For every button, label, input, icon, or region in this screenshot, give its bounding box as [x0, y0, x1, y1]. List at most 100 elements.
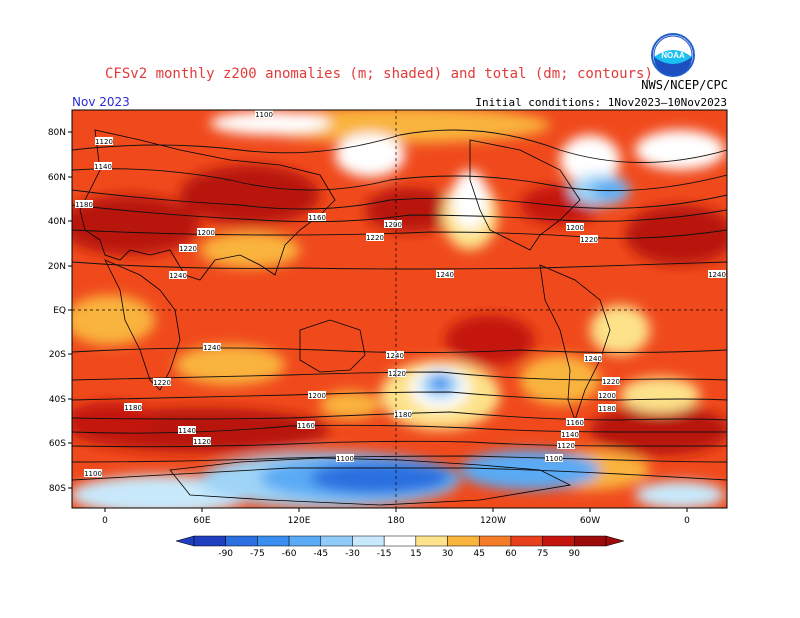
svg-text:1100: 1100 [336, 455, 354, 463]
svg-text:1180: 1180 [394, 411, 412, 419]
svg-text:1220: 1220 [153, 379, 171, 387]
colorbar-tick-label: 30 [442, 549, 454, 559]
contour-label-1220: 1220 [388, 369, 406, 378]
contour-label-1120: 1120 [95, 137, 113, 146]
contour-label-1240: 1240 [436, 270, 454, 279]
colorbar-right-arrow [605, 535, 625, 547]
svg-text:1200: 1200 [566, 224, 584, 232]
svg-text:1240: 1240 [386, 352, 404, 360]
contour-label-1220: 1220 [580, 235, 598, 244]
contour-label-1220: 1220 [179, 244, 197, 253]
colorbar-swatch [320, 535, 353, 547]
svg-text:1160: 1160 [566, 419, 584, 427]
colorbar-swatch [447, 535, 480, 547]
lon-label: 120W [480, 516, 506, 526]
svg-text:1200: 1200 [308, 392, 326, 400]
coastlines [79, 129, 611, 506]
contour-label-1180: 1180 [75, 200, 93, 209]
svg-text:1160: 1160 [297, 422, 315, 430]
lon-label: 60W [580, 516, 600, 526]
contour-label-1180: 1180 [394, 410, 412, 419]
svg-text:1140: 1140 [178, 427, 196, 435]
lon-label: 180 [387, 516, 404, 526]
colorbar-tick-label: 45 [474, 549, 485, 559]
svg-text:1240: 1240 [169, 272, 187, 280]
colorbar-swatch [478, 535, 512, 547]
contour-label-1220: 1220 [153, 378, 171, 387]
contour-label-1220: 1220 [602, 377, 620, 386]
svg-text:1180: 1180 [598, 405, 616, 413]
contour-label-1220: 1220 [366, 233, 384, 242]
colorbar-swatch [510, 535, 543, 547]
svg-text:1220: 1220 [602, 378, 620, 386]
contour-label-1100: 1100 [255, 110, 273, 119]
svg-text:1200: 1200 [197, 229, 215, 237]
lon-label: 0 [102, 516, 108, 526]
contour-label-1140: 1140 [94, 162, 112, 171]
height-contours [72, 129, 727, 481]
colorbar-tick-label: 15 [410, 549, 421, 559]
contour-label-1200: 1200 [308, 391, 326, 400]
contour-label-1200: 1200 [566, 223, 584, 232]
contour-labels: 1100 1120 1140 1160 1180 1200 1220 1240 … [75, 110, 726, 478]
colorbar-tick-label: -45 [313, 549, 328, 559]
colorbar-tick-label: -75 [250, 549, 265, 559]
svg-text:1240: 1240 [584, 355, 602, 363]
map-frame [71, 109, 728, 509]
axis-ticks [68, 131, 688, 512]
colorbar-tick-label: -90 [218, 549, 233, 559]
chart-title: CFSv2 monthly z200 anomalies (m; shaded)… [105, 66, 653, 82]
colorbar-swatch [288, 535, 322, 547]
contour-label-1100: 1100 [336, 454, 354, 463]
svg-text:1180: 1180 [75, 201, 93, 209]
svg-text:1240: 1240 [436, 271, 454, 279]
contour-label-1120: 1120 [193, 437, 211, 446]
svg-text:1220: 1220 [388, 370, 406, 378]
svg-text:1220: 1220 [366, 234, 384, 242]
svg-text:1100: 1100 [84, 470, 102, 478]
colorbar-swatch [415, 535, 448, 547]
longitude-labels: 0 60E 120E 180 120W 60W 0 [102, 516, 690, 526]
reference-lines [72, 110, 727, 508]
svg-text:1240: 1240 [708, 271, 726, 279]
colorbar-swatch [383, 535, 417, 547]
svg-text:1100: 1100 [545, 455, 563, 463]
colorbar-tick-label: 90 [569, 549, 581, 559]
colorbar-left-arrow [175, 535, 195, 547]
lon-label: 0 [684, 516, 690, 526]
contour-label-1180: 1180 [598, 404, 616, 413]
colorbar-tick-label: -30 [345, 549, 360, 559]
initial-conditions-label: Initial conditions: 1Nov2023–10Nov2023 [475, 96, 727, 109]
lat-label: 60S [49, 439, 66, 449]
colorbar: -90 -75 -60 -45 -30 -15 15 30 45 60 75 90 [175, 535, 625, 559]
lat-label: 60N [48, 173, 66, 183]
contour-label-1240: 1240 [169, 271, 187, 280]
contour-label-1200: 1200 [197, 228, 215, 237]
lat-label: 80S [49, 484, 66, 494]
lat-label: 40N [48, 217, 66, 227]
contour-label-1160: 1160 [308, 213, 326, 222]
svg-text:1160: 1160 [308, 214, 326, 222]
svg-text:1240: 1240 [203, 344, 221, 352]
month-label: Nov 2023 [72, 95, 130, 109]
colorbar-swatch [257, 535, 290, 547]
anomaly-shading [72, 110, 727, 508]
colorbar-swatch [193, 535, 226, 547]
svg-text:1120: 1120 [193, 438, 211, 446]
lat-label: 40S [49, 395, 66, 405]
lat-label: EQ [53, 306, 66, 316]
colorbar-swatch [352, 535, 385, 547]
lon-label: 120E [288, 516, 311, 526]
svg-text:1180: 1180 [124, 404, 142, 412]
lat-label: 80N [48, 128, 66, 138]
svg-text:1100: 1100 [255, 111, 273, 119]
contour-label-1100: 1100 [84, 469, 102, 478]
svg-text:1120: 1120 [95, 138, 113, 146]
latitude-labels: 80N 60N 40N 20N EQ 20S 40S 60S 80S [48, 128, 66, 494]
lon-label: 60E [193, 516, 210, 526]
contour-label-1180: 1180 [124, 403, 142, 412]
contour-label-1240: 1240 [386, 351, 404, 360]
agency-label: NWS/NCEP/CPC [641, 78, 728, 92]
svg-text:1200: 1200 [384, 221, 402, 229]
